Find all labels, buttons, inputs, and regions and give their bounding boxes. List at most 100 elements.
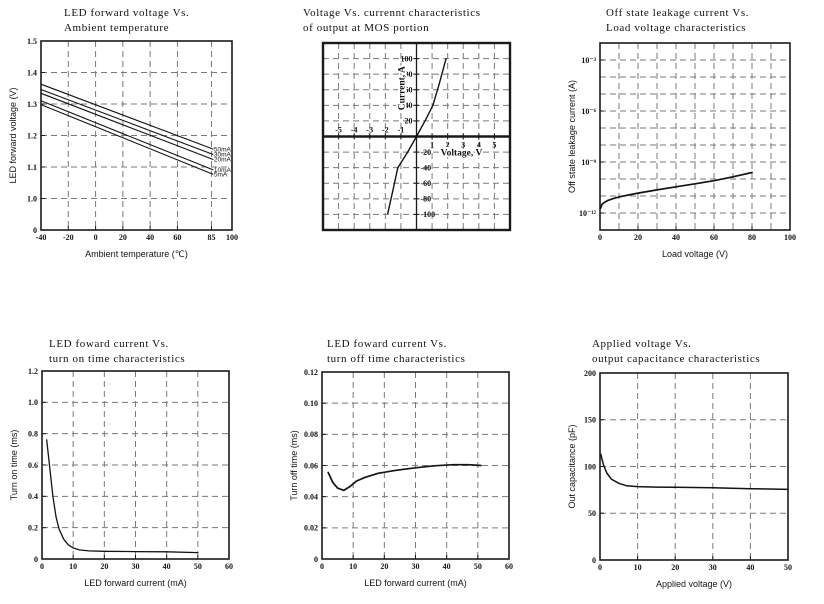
y-tick-label: 0.08	[304, 430, 318, 439]
y-axis-label: Off state leakage current (A)	[567, 80, 577, 193]
y-tick-label: 0.06	[304, 461, 318, 470]
x-tick-label: 50	[784, 563, 792, 572]
x-tick-label: -5	[335, 126, 342, 135]
y-tick-label: 100	[584, 462, 596, 471]
chart-led-forward-voltage-vs-ambient-temperature: LED forward voltage Vs. Ambient temperat…	[0, 0, 270, 300]
x-tick-label: 20	[119, 233, 127, 242]
x-tick-label: -1	[398, 126, 405, 135]
y-tick-label: 10⁻³	[581, 56, 596, 65]
x-axis-label: LED forward current (mA)	[84, 578, 187, 588]
y-tick-label: 1.1	[27, 163, 37, 172]
x-tick-label: 30	[132, 562, 140, 571]
series-end-label: 50mA	[214, 146, 232, 153]
y-axis-label: Turn on time (ms)	[9, 430, 19, 501]
chart-title-line1: Applied voltage Vs.	[592, 338, 692, 350]
x-tick-label: 0	[320, 562, 324, 571]
x-tick-label: 2	[446, 141, 450, 150]
y-tick-label: 100	[401, 54, 413, 63]
y-tick-label: 1.0	[27, 194, 37, 203]
chart-title-line2: Load voltage characteristics	[606, 22, 747, 34]
x-tick-label: 80	[748, 233, 756, 242]
y-axis-label: Turn off time (ms)	[289, 430, 299, 501]
series-curve	[599, 171, 753, 210]
y-tick-label: 0.02	[304, 524, 318, 533]
x-axis-label: Load voltage (V)	[662, 249, 728, 259]
y-tick-label: -20	[421, 148, 432, 157]
x-tick-label: 20	[380, 562, 388, 571]
y-tick-label: 10⁻⁹	[581, 158, 596, 167]
series-5mA	[40, 104, 214, 175]
series	[46, 439, 199, 554]
axis-ticks-and-labels: 0 10 20 30 40 50 0 50 100 150 200	[584, 369, 792, 572]
y-tick-label: 150	[584, 416, 596, 425]
series-curve	[600, 453, 789, 491]
axis-ticks-and-labels: 0 10 20 30 40 50 60 0 0.02 0.04 0.06 0.08 0.10 0.12	[304, 368, 513, 571]
x-tick-label: 40	[146, 233, 154, 242]
y-tick-label: 20	[405, 117, 413, 126]
x-tick-label: 30	[412, 562, 420, 571]
y-tick-label: 1.3	[27, 100, 37, 109]
chart-title-line1: LED foward current Vs.	[49, 338, 169, 350]
y-tick-label: 1.2	[27, 131, 37, 140]
series	[600, 453, 789, 491]
grid-lines	[322, 372, 509, 559]
x-tick-label: 3	[461, 141, 465, 150]
y-tick-label: -100	[421, 210, 436, 219]
y-tick-label: -40	[421, 163, 432, 172]
x-tick-label: 85	[208, 233, 216, 242]
chart-applied-voltage-vs-output-capacitance: Applied voltage Vs. output capacitance c…	[560, 330, 824, 604]
y-tick-label: 200	[584, 369, 596, 378]
x-tick-label: 30	[709, 563, 717, 572]
y-tick-label: 60	[405, 86, 413, 95]
leakage-current-plot: 0 20 40 60 80 100 10⁻³ 10⁻⁶ 10⁻⁹ 10⁻¹² Load voltag…	[567, 42, 796, 259]
x-tick-label: 10	[634, 563, 642, 572]
chart-title-line2: turn off time characteristics	[327, 353, 466, 365]
y-tick-label: 40	[405, 101, 413, 110]
y-tick-label: 10⁻⁶	[581, 107, 596, 116]
axis-ticks-and-labels: 0 20 40 60 80 100 10⁻³ 10⁻⁶ 10⁻⁹ 10⁻¹²	[579, 56, 796, 242]
chart-title-line2: Ambient temperature	[64, 22, 170, 34]
x-tick-label: 100	[784, 233, 796, 242]
y-tick-label: 0	[314, 555, 318, 564]
y-tick-label: 80	[405, 70, 413, 79]
y-tick-label: 1.0	[28, 398, 38, 407]
x-tick-label: 1	[430, 141, 434, 150]
series	[327, 463, 482, 492]
y-tick-label: 0.6	[28, 461, 38, 470]
chart-off-state-leakage-vs-load-voltage: Off state leakage current Vs. Load volta…	[560, 0, 824, 300]
y-tick-label: 1.4	[27, 68, 37, 77]
y-tick-label: 0.04	[304, 492, 318, 501]
y-tick-label: 0.4	[28, 492, 38, 501]
series	[386, 57, 447, 215]
y-tick-label: 0.10	[304, 399, 318, 408]
x-tick-label: -20	[63, 233, 74, 242]
output-capacitance-plot: 0 10 20 30 40 50 0 50 100 150 200 Applied voltage (…	[567, 369, 792, 589]
y-tick-label: -60	[421, 179, 432, 188]
x-tick-label: 20	[671, 563, 679, 572]
x-tick-label: -2	[382, 126, 389, 135]
x-tick-label: 4	[477, 141, 481, 150]
y-tick-label: -80	[421, 195, 432, 204]
y-axis-label: Current, A	[398, 66, 408, 110]
y-axis-label: LED forward voltage (V)	[8, 87, 18, 183]
chart-title-line2: output capacitance characteristics	[592, 353, 761, 365]
x-tick-label: -4	[351, 126, 358, 135]
chart-title-line1: Off state leakage current Vs.	[606, 7, 750, 19]
x-tick-label: 100	[226, 233, 238, 242]
chart-title: LED foward current Vs. turn on time char…	[49, 337, 185, 367]
x-tick-label: 60	[710, 233, 718, 242]
series-end-label: 30mA	[214, 152, 232, 159]
x-tick-label: 60	[505, 562, 513, 571]
chart-title: Applied voltage Vs. output capacitance c…	[592, 337, 760, 367]
series	[599, 171, 753, 210]
series-end-label: 20mA	[214, 157, 232, 164]
x-tick-label: 40	[672, 233, 680, 242]
x-tick-label: 0	[40, 562, 44, 571]
series-end-label: 5mA	[214, 172, 228, 179]
y-tick-label: 1.2	[28, 367, 38, 376]
grid-lines	[600, 373, 788, 560]
led-forward-voltage-plot: -40 -20 0 20 40 60 85 100 0 1.0 1.1 1.2 1.3 1.4 1.5 Amb…	[8, 37, 238, 259]
x-tick-label: 40	[746, 563, 754, 572]
